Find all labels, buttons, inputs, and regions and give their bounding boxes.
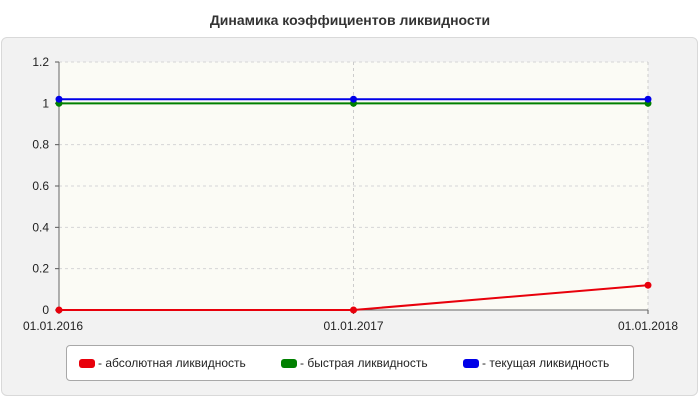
legend-label-current: - текущая ликвидность — [482, 356, 610, 370]
series-point-3 — [55, 95, 63, 103]
x-tick-label: 01.01.2017 — [323, 319, 383, 333]
legend-swatch-absolute — [79, 358, 95, 368]
y-tick-label: 0 — [42, 303, 49, 317]
y-tick-label: 0.6 — [32, 179, 49, 193]
y-tick-label: 0.4 — [32, 220, 49, 234]
legend-item-absolute: - абсолютная ликвидность — [79, 346, 246, 380]
legend-item-current: - текущая ликвидность — [463, 346, 609, 380]
legend-label-absolute: - абсолютная ликвидность — [98, 356, 246, 370]
series-point-1 — [644, 281, 652, 289]
legend-label-quick: - быстрая ликвидность — [300, 356, 428, 370]
y-tick-label: 1 — [42, 96, 49, 110]
series-point-1 — [55, 306, 63, 314]
y-tick-label: 1.2 — [32, 55, 49, 69]
series-point-3 — [350, 95, 357, 103]
legend-item-quick: - быстрая ликвидность — [281, 346, 428, 380]
y-tick-label: 0.2 — [32, 262, 49, 276]
x-tick-label: 01.01.2016 — [23, 319, 83, 333]
series-point-1 — [350, 306, 357, 314]
legend: - абсолютная ликвидность - быстрая ликви… — [66, 345, 634, 381]
legend-swatch-quick — [281, 358, 297, 368]
y-tick-label: 0.8 — [32, 138, 49, 152]
legend-swatch-current — [463, 358, 479, 368]
chart-title: Динамика коэффициентов ликвидности — [209, 12, 491, 28]
x-tick-label: 01.01.2018 — [618, 319, 678, 333]
series-point-3 — [644, 95, 652, 103]
